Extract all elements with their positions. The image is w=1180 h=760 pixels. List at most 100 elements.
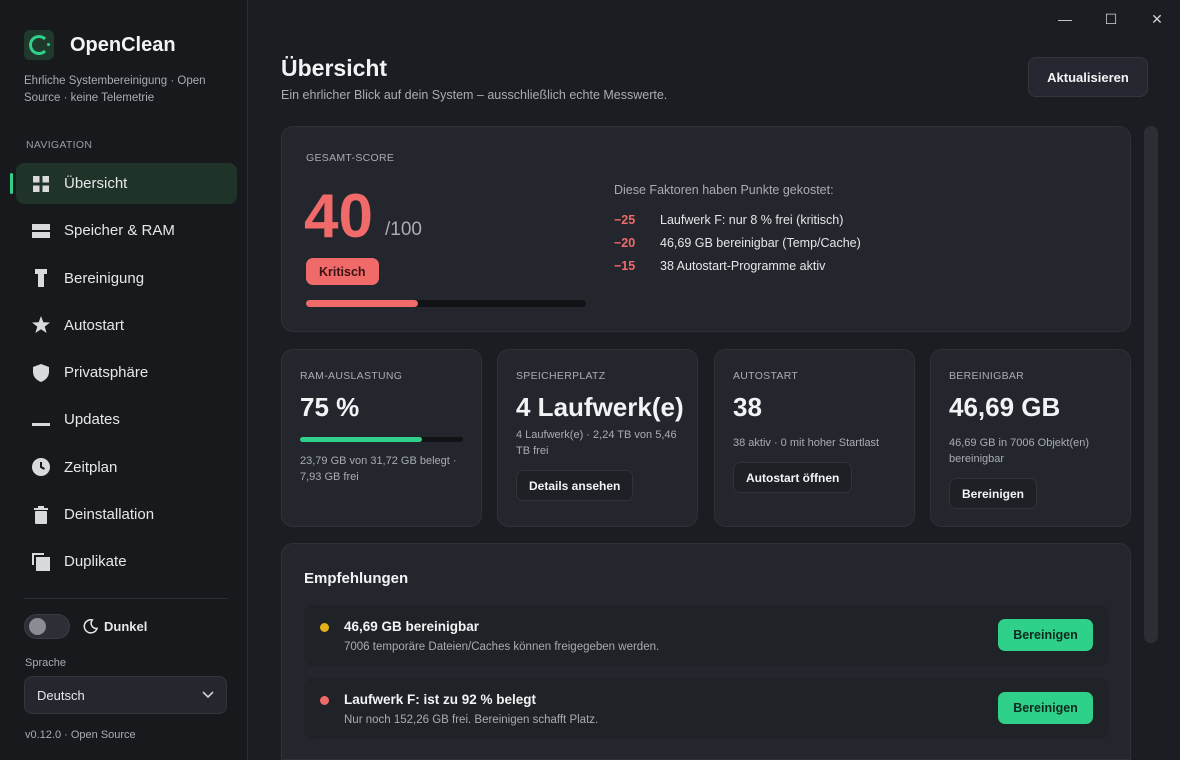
theme-label: Dunkel [83, 619, 147, 634]
autostart-open-button[interactable]: Autostart öffnen [733, 462, 853, 493]
recommendation-clean-button[interactable]: Bereinigen [998, 692, 1093, 724]
sidebar-item-label: Autostart [64, 316, 125, 334]
storage-label: SPEICHERPLATZ [516, 370, 606, 382]
sidebar-item-label: Zeitplan [64, 458, 118, 476]
autostart-label: AUTOSTART [733, 370, 799, 382]
ram-progress-bar [300, 437, 463, 442]
nav-heading: NAVIGATION [26, 139, 93, 151]
moon-icon [83, 619, 98, 634]
sidebar-item-label: Duplikate [64, 553, 127, 571]
factor-text: 46,69 GB bereinigbar (Temp/Cache) [660, 236, 861, 250]
sidebar-item-speicher[interactable]: Speicher & RAM [16, 210, 237, 251]
copy-icon [32, 552, 50, 571]
factor-text: 38 Autostart-Programme aktiv [660, 259, 826, 273]
score-progress-bar [306, 300, 586, 307]
sidebar-item-label: Übersicht [64, 175, 128, 192]
sidebar-nav: Übersicht Speicher & RAM Bereinigung Aut… [10, 163, 237, 589]
page-title: Übersicht [281, 55, 388, 81]
recommendation-clean-button[interactable]: Bereinigen [998, 619, 1093, 651]
factor-points: −25 [614, 213, 636, 227]
factors-title: Diese Faktoren haben Punkte gekostet: [614, 183, 834, 197]
maximize-button[interactable]: ☐ [1104, 10, 1118, 27]
factor-points: −20 [614, 236, 636, 250]
sidebar-item-label: Updates [64, 411, 120, 429]
page-subtitle: Ein ehrlicher Blick auf dein System – au… [281, 88, 668, 102]
ram-detail: 23,79 GB von 31,72 GB belegt · 7,93 GB f… [300, 455, 457, 483]
close-button[interactable]: ✕ [1151, 10, 1163, 27]
autostart-detail: 38 aktiv · 0 mit hoher Startlast [733, 437, 880, 449]
cleanable-detail: 46,69 GB in 7006 Objekt(en) bereinigbar [949, 437, 1090, 465]
factor-text: Laufwerk F: nur 8 % frei (kritisch) [660, 213, 844, 227]
language-select[interactable]: Deutsch [24, 676, 227, 714]
sidebar-item-zeitplan[interactable]: Zeitplan [16, 447, 237, 488]
openclean-logo-icon [24, 30, 54, 60]
storage-details-button[interactable]: Details ansehen [516, 470, 634, 501]
sidebar-item-label: Speicher & RAM [64, 222, 175, 240]
sidebar-item-label: Bereinigung [64, 269, 145, 287]
sidebar-item-uebersicht[interactable]: Übersicht [10, 163, 237, 204]
window-controls: — ☐ ✕ [1042, 8, 1180, 30]
autostart-value: 38 [733, 392, 762, 422]
refresh-button[interactable]: Aktualisieren [1028, 57, 1148, 97]
sidebar-divider [24, 598, 228, 599]
recommendation-item: Laufwerk F: ist zu 92 % belegt Nur noch … [304, 678, 1109, 739]
grid-icon [32, 175, 50, 193]
cleanable-clean-button[interactable]: Bereinigen [949, 478, 1038, 509]
recommendation-item: 46,69 GB bereinigbar 7006 temporäre Date… [304, 605, 1109, 666]
ram-label: RAM-AUSLASTUNG [300, 370, 403, 382]
sidebar: OpenClean Ehrliche Systembereinigung · O… [0, 0, 248, 760]
storage-card: SPEICHERPLATZ 4 Laufwerk(e) 4 Laufwerk(e… [497, 349, 698, 527]
trash-icon [32, 505, 50, 524]
sidebar-item-autostart[interactable]: Autostart [16, 305, 237, 346]
sidebar-item-label: Deinstallation [64, 506, 155, 524]
recommendation-title: 46,69 GB bereinigbar [344, 619, 480, 634]
language-value: Deutsch [37, 687, 85, 703]
factor-row: −15 38 Autostart-Programme aktiv [614, 259, 825, 273]
recommendation-desc: Nur noch 152,26 GB frei. Bereinigen scha… [344, 714, 599, 726]
factor-row: −20 46,69 GB bereinigbar (Temp/Cache) [614, 236, 861, 250]
ram-progress-fill [300, 437, 423, 442]
minus-icon [32, 411, 50, 429]
ram-value: 75 % [300, 392, 360, 422]
sidebar-item-duplikate[interactable]: Duplikate [16, 541, 237, 582]
app-name: OpenClean [70, 33, 176, 56]
star-icon [32, 316, 50, 334]
sidebar-item-deinstallation[interactable]: Deinstallation [16, 494, 237, 535]
sidebar-item-label: Privatsphäre [64, 364, 149, 382]
storage-detail: 4 Laufwerk(e) · 2,24 TB von 5,46 TB frei [516, 429, 677, 457]
main-scrollbar[interactable] [1144, 126, 1158, 643]
status-badge: Kritisch [306, 258, 379, 285]
cleanable-label: BEREINIGBAR [949, 370, 1025, 382]
score-card: GESAMT-SCORE 40 /100 Kritisch Diese Fakt… [281, 126, 1131, 332]
recommendation-title: Laufwerk F: ist zu 92 % belegt [344, 692, 537, 707]
recommendations-title: Empfehlungen [304, 570, 409, 587]
shield-icon [32, 363, 50, 382]
storage-value: 4 Laufwerk(e) [516, 392, 684, 422]
sidebar-item-updates[interactable]: Updates [16, 399, 237, 440]
app-tagline: Ehrliche Systembereinigung · Open Source… [24, 75, 206, 104]
critical-dot-icon [320, 696, 329, 705]
brand: OpenClean [24, 30, 176, 60]
theme-toggle[interactable] [24, 614, 70, 639]
storage-icon [32, 222, 50, 240]
cleanable-card: BEREINIGBAR 46,69 GB 46,69 GB in 7006 Ob… [930, 349, 1131, 527]
sidebar-item-bereinigung[interactable]: Bereinigung [16, 258, 237, 299]
app-version: v0.12.0 · Open Source [25, 729, 136, 741]
recommendations-card: Empfehlungen 46,69 GB bereinigbar 7006 t… [281, 543, 1131, 760]
autostart-card: AUTOSTART 38 38 aktiv · 0 mit hoher Star… [714, 349, 915, 527]
sidebar-item-privatsphaere[interactable]: Privatsphäre [16, 352, 237, 393]
cleanable-value: 46,69 GB [949, 392, 1061, 422]
score-label: GESAMT-SCORE [306, 152, 395, 164]
toggle-knob [29, 618, 46, 635]
minimize-button[interactable]: — [1058, 11, 1072, 27]
warning-dot-icon [320, 623, 329, 632]
score-progress-fill [306, 300, 418, 307]
clock-icon [32, 458, 50, 477]
factor-row: −25 Laufwerk F: nur 8 % frei (kritisch) [614, 213, 843, 227]
chevron-down-icon [202, 691, 214, 699]
score-value: 40 [304, 182, 373, 251]
score-max: /100 [385, 219, 422, 240]
recommendation-desc: 7006 temporäre Dateien/Caches können fre… [344, 641, 660, 653]
ram-card: RAM-AUSLASTUNG 75 % 23,79 GB von 31,72 G… [281, 349, 482, 527]
theme-label-text: Dunkel [104, 619, 148, 634]
